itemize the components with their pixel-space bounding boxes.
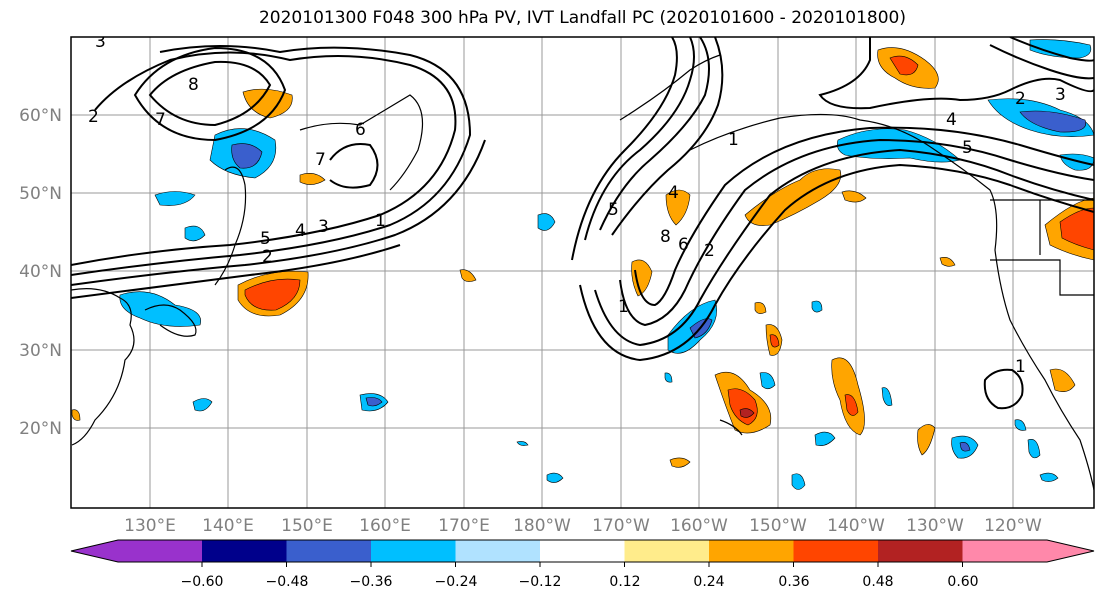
svg-text:6: 6	[355, 120, 366, 140]
colorbar-tick-label: −0.60	[181, 574, 224, 590]
colorbar-tick-label: 0.48	[862, 574, 893, 590]
colorbar-ticks: −0.60 −0.48 −0.36 −0.24 −0.12 0.12 0.24 …	[181, 574, 979, 590]
lat-label: 60°N	[19, 106, 62, 126]
map-title: 2020101300 F048 300 hPa PV, IVT Landfall…	[258, 8, 906, 28]
colorbar-segment	[793, 540, 879, 562]
lon-label: 170°E	[438, 516, 490, 536]
colorbar-tick-label: −0.12	[519, 574, 562, 590]
colorbar-tick-label: 0.60	[947, 574, 978, 590]
svg-text:2: 2	[262, 247, 273, 267]
lat-label: 30°N	[19, 341, 62, 361]
colorbar-tick-label: −0.24	[435, 574, 478, 590]
colorbar-tick-label: −0.36	[350, 574, 393, 590]
svg-text:4: 4	[946, 110, 957, 130]
colorbar-segment	[371, 540, 456, 562]
map-frame	[70, 36, 1095, 509]
longitude-labels: 130°E 140°E 150°E 160°E 170°E 180°W 170°…	[124, 516, 1042, 536]
lon-label: 170°W	[592, 516, 650, 536]
lon-label: 160°W	[670, 516, 728, 536]
lon-label: 140°W	[827, 516, 885, 536]
colorbar-outline	[70, 539, 1095, 563]
lon-label: 150°E	[281, 516, 333, 536]
contour-labels: 3 2 7 8 6 7 1 3 4 5 2 5 1 8 6 2 4 2 3 4 …	[88, 32, 1066, 377]
lat-label: 50°N	[19, 184, 62, 204]
svg-text:7: 7	[315, 150, 326, 170]
colorbar-segment	[71, 540, 202, 562]
colorbar-segment	[540, 540, 625, 562]
lon-label: 180°W	[513, 516, 571, 536]
svg-text:2: 2	[1015, 89, 1026, 109]
svg-text:5: 5	[962, 138, 973, 158]
colorbar-tick-label: 0.12	[609, 574, 640, 590]
svg-text:3: 3	[95, 32, 106, 52]
svg-text:8: 8	[188, 75, 199, 95]
svg-text:1: 1	[375, 211, 386, 231]
colorbar-segment	[709, 540, 794, 562]
svg-text:4: 4	[295, 221, 306, 241]
coastlines	[71, 54, 1094, 491]
svg-text:2: 2	[704, 241, 715, 261]
lon-label: 150°W	[749, 516, 807, 536]
lat-label: 20°N	[19, 419, 62, 439]
svg-text:5: 5	[260, 229, 271, 249]
lon-label: 120°W	[984, 516, 1042, 536]
colorbar-tick-label: −0.48	[266, 574, 309, 590]
svg-text:5: 5	[608, 200, 619, 220]
colorbar-tick-label: 0.36	[778, 574, 809, 590]
lon-label: 140°E	[202, 516, 254, 536]
colorbar-segment	[624, 540, 710, 562]
ivt-anomaly-fills	[71, 39, 1094, 490]
svg-text:3: 3	[1055, 85, 1066, 105]
colorbar-segment	[286, 540, 372, 562]
svg-text:8: 8	[660, 227, 671, 247]
colorbar-segment	[962, 540, 1094, 562]
svg-text:6: 6	[678, 235, 689, 255]
colorbar	[70, 539, 1095, 567]
svg-text:7: 7	[155, 110, 166, 130]
svg-text:3: 3	[318, 217, 329, 237]
pv-contours	[71, 37, 1094, 410]
lon-label: 130°W	[906, 516, 964, 536]
lat-label: 40°N	[19, 262, 62, 282]
colorbar-segment	[202, 540, 287, 562]
svg-text:1: 1	[1015, 357, 1026, 377]
lon-label: 130°E	[124, 516, 176, 536]
latitude-labels: 60°N 50°N 40°N 30°N 20°N	[19, 106, 62, 439]
colorbar-segment	[455, 540, 541, 562]
svg-text:1: 1	[728, 130, 739, 150]
map-area	[71, 37, 1094, 508]
svg-text:2: 2	[88, 107, 99, 127]
svg-text:4: 4	[668, 183, 679, 203]
lon-label: 160°E	[359, 516, 411, 536]
svg-text:1: 1	[618, 297, 629, 317]
colorbar-tick-label: 0.24	[693, 574, 724, 590]
colorbar-segment	[878, 540, 963, 562]
